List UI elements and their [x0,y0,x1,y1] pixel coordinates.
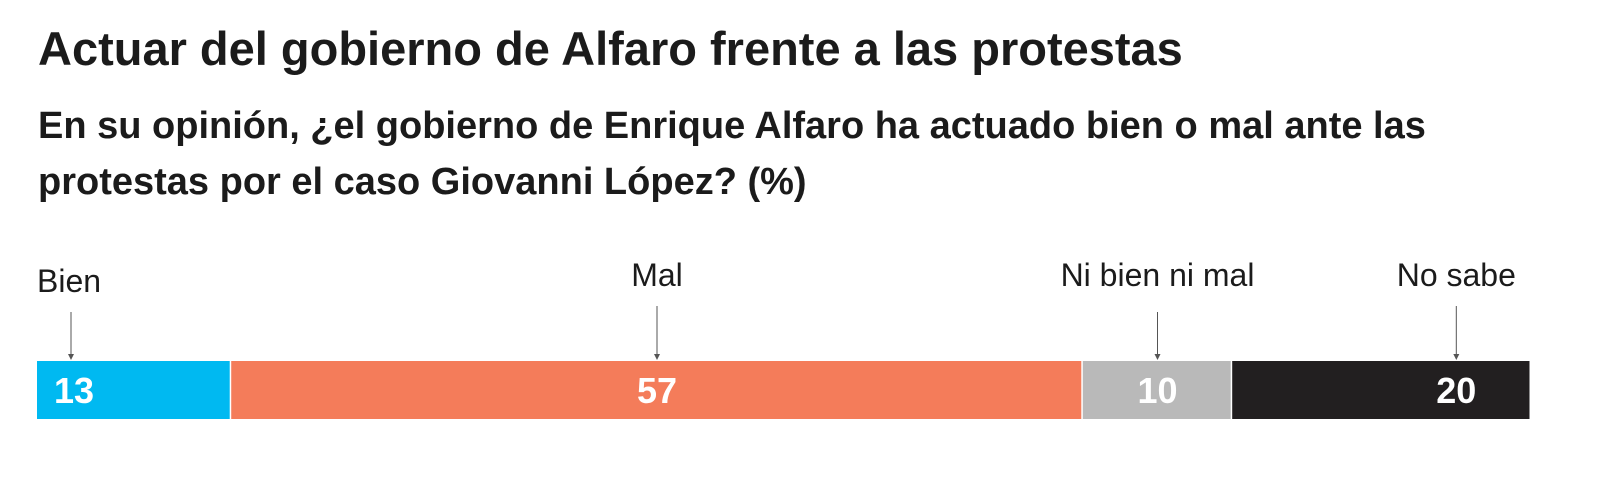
bar-segment-bien [37,361,230,419]
chart-title: Actuar del gobierno de Alfaro frente a l… [38,22,1183,75]
chart-subtitle: En su opinión, ¿el gobierno de Enrique A… [38,105,1426,203]
category-label-bien: Bien [37,263,101,299]
value-label-no-sabe: 20 [1436,370,1476,411]
category-label-ni-bien-ni-mal: Ni bien ni mal [1061,257,1255,293]
category-label-mal: Mal [631,257,683,293]
bar-segment-no-sabe [1232,361,1530,419]
leader-arrow-no-sabe [1453,354,1460,360]
value-label-ni-bien-ni-mal: 10 [1137,370,1177,411]
bar-segment-mal [231,361,1082,419]
leader-arrow-bien [68,354,74,360]
bar-segment-ni-bien-ni-mal [1082,361,1231,419]
leader-arrow-ni-bien-ni-mal [1154,354,1161,360]
value-label-bien: 13 [54,370,94,411]
leader-arrow-mal [654,354,661,360]
value-label-mal: 57 [637,370,677,411]
category-label-no-sabe: No sabe [1397,257,1516,293]
